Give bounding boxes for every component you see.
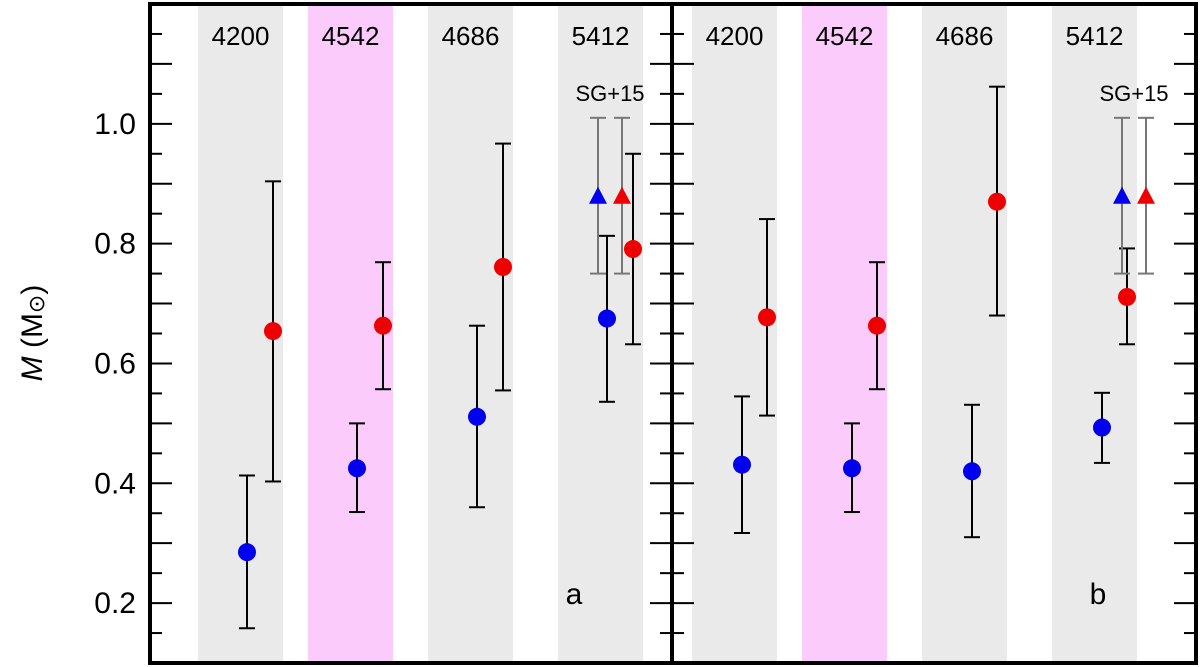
group-label-4542: 4542: [322, 21, 380, 51]
group-label-5412: 5412: [572, 21, 630, 51]
group-label-4200: 4200: [212, 21, 270, 51]
svg-text:M (M⊙): M (M⊙): [16, 285, 49, 382]
red-data-point: [1118, 287, 1136, 306]
reference-label: SG+15: [575, 81, 644, 106]
panel-label: b: [1090, 578, 1107, 611]
y-tick-label: 0.6: [94, 347, 136, 380]
blue-data-point: [598, 309, 616, 328]
blue-data-point: [348, 459, 366, 478]
blue-data-point: [468, 407, 486, 426]
red-data-point: [264, 322, 282, 341]
group-label-4200: 4200: [706, 21, 764, 51]
reference-triangle-marker: [1113, 186, 1131, 204]
group-band-5412: [558, 4, 643, 663]
y-tick-label: 0.8: [94, 228, 136, 261]
y-axis-title-symbol: M: [16, 356, 49, 381]
blue-data-point: [238, 543, 256, 562]
panel-label: a: [566, 578, 583, 611]
y-tick-label: 0.4: [94, 467, 136, 500]
red-data-point: [494, 258, 512, 277]
panel-a: 4200 4542 4686 5412 0.2 0.4 0.6 0.8 1.0 SG+15 a: [94, 2, 674, 665]
group-label-5412: 5412: [1066, 21, 1124, 51]
y-axis-title-close: ): [16, 285, 49, 295]
group-label-4686: 4686: [936, 21, 994, 51]
reference-triangle-marker: [589, 186, 607, 204]
y-axis-title-unit: (M: [16, 313, 49, 348]
blue-data-point: [733, 455, 751, 474]
group-band-4686: [922, 4, 1007, 663]
y-tick-label: 1.0: [94, 108, 136, 141]
red-data-point: [374, 316, 392, 335]
blue-data-point: [963, 462, 981, 481]
red-data-point: [758, 308, 776, 327]
panel-b: 4200 4542 4686 5412 SG+15 b: [670, 2, 1198, 665]
reference-label: SG+15: [1099, 81, 1168, 106]
group-band-4200: [692, 4, 777, 663]
group-label-4686: 4686: [442, 21, 500, 51]
red-data-point: [624, 240, 642, 259]
panel-frame: [670, 2, 1198, 665]
group-label-4542: 4542: [816, 21, 874, 51]
y-axis-title-sun-symbol: ⊙: [24, 295, 49, 313]
reference-triangle-marker: [613, 186, 631, 204]
red-data-point: [868, 316, 886, 335]
blue-data-point: [843, 459, 861, 478]
group-band-5412: [1052, 4, 1137, 663]
y-axis-title: M (M⊙): [16, 285, 49, 382]
blue-data-point: [1093, 418, 1111, 437]
y-tick-label: 0.2: [94, 587, 136, 620]
reference-triangle-marker: [1137, 186, 1155, 204]
group-band-4686: [428, 4, 513, 663]
red-data-point: [988, 192, 1006, 211]
